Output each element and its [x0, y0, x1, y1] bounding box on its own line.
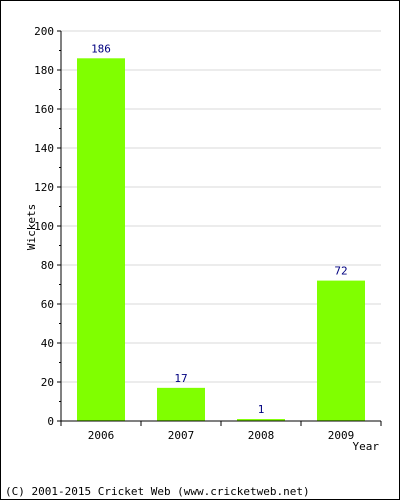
data-label-2007: 17: [174, 372, 187, 385]
x-tick-label: 2006: [88, 429, 115, 442]
y-tick-label: 80: [41, 259, 54, 272]
y-tick-label: 120: [34, 181, 54, 194]
copyright-footer: (C) 2001-2015 Cricket Web (www.cricketwe…: [5, 485, 310, 498]
x-tick-label: 2008: [248, 429, 275, 442]
bars: [77, 58, 365, 422]
y-tick-label: 20: [41, 376, 54, 389]
bar-2006: [77, 58, 125, 422]
labels: 0 20 40 60 80 100 120 140 160 180 200 186 2006 17 2007…: [34, 25, 354, 442]
y-tick-label: 160: [34, 103, 54, 116]
data-label-2009: 72: [334, 265, 347, 278]
axes: [57, 30, 382, 426]
y-tick-label: 140: [34, 142, 54, 155]
y-tick-label: 0: [47, 415, 54, 428]
x-axis-title: Year: [353, 440, 380, 453]
x-tick-label: 2009: [328, 429, 355, 442]
y-tick-label: 40: [41, 337, 54, 350]
y-axis-title: Wickets: [25, 204, 38, 250]
x-tick-label: 2007: [168, 429, 195, 442]
bar-2009: [317, 280, 365, 421]
bar-2008: [237, 419, 285, 421]
data-label-2008: 1: [258, 403, 265, 416]
y-tick-label: 60: [41, 298, 54, 311]
bar-2007: [157, 387, 205, 421]
y-tick-label: 180: [34, 64, 54, 77]
data-label-2006: 186: [91, 42, 111, 55]
y-tick-label: 200: [34, 25, 54, 38]
y-tick-label: 100: [34, 220, 54, 233]
